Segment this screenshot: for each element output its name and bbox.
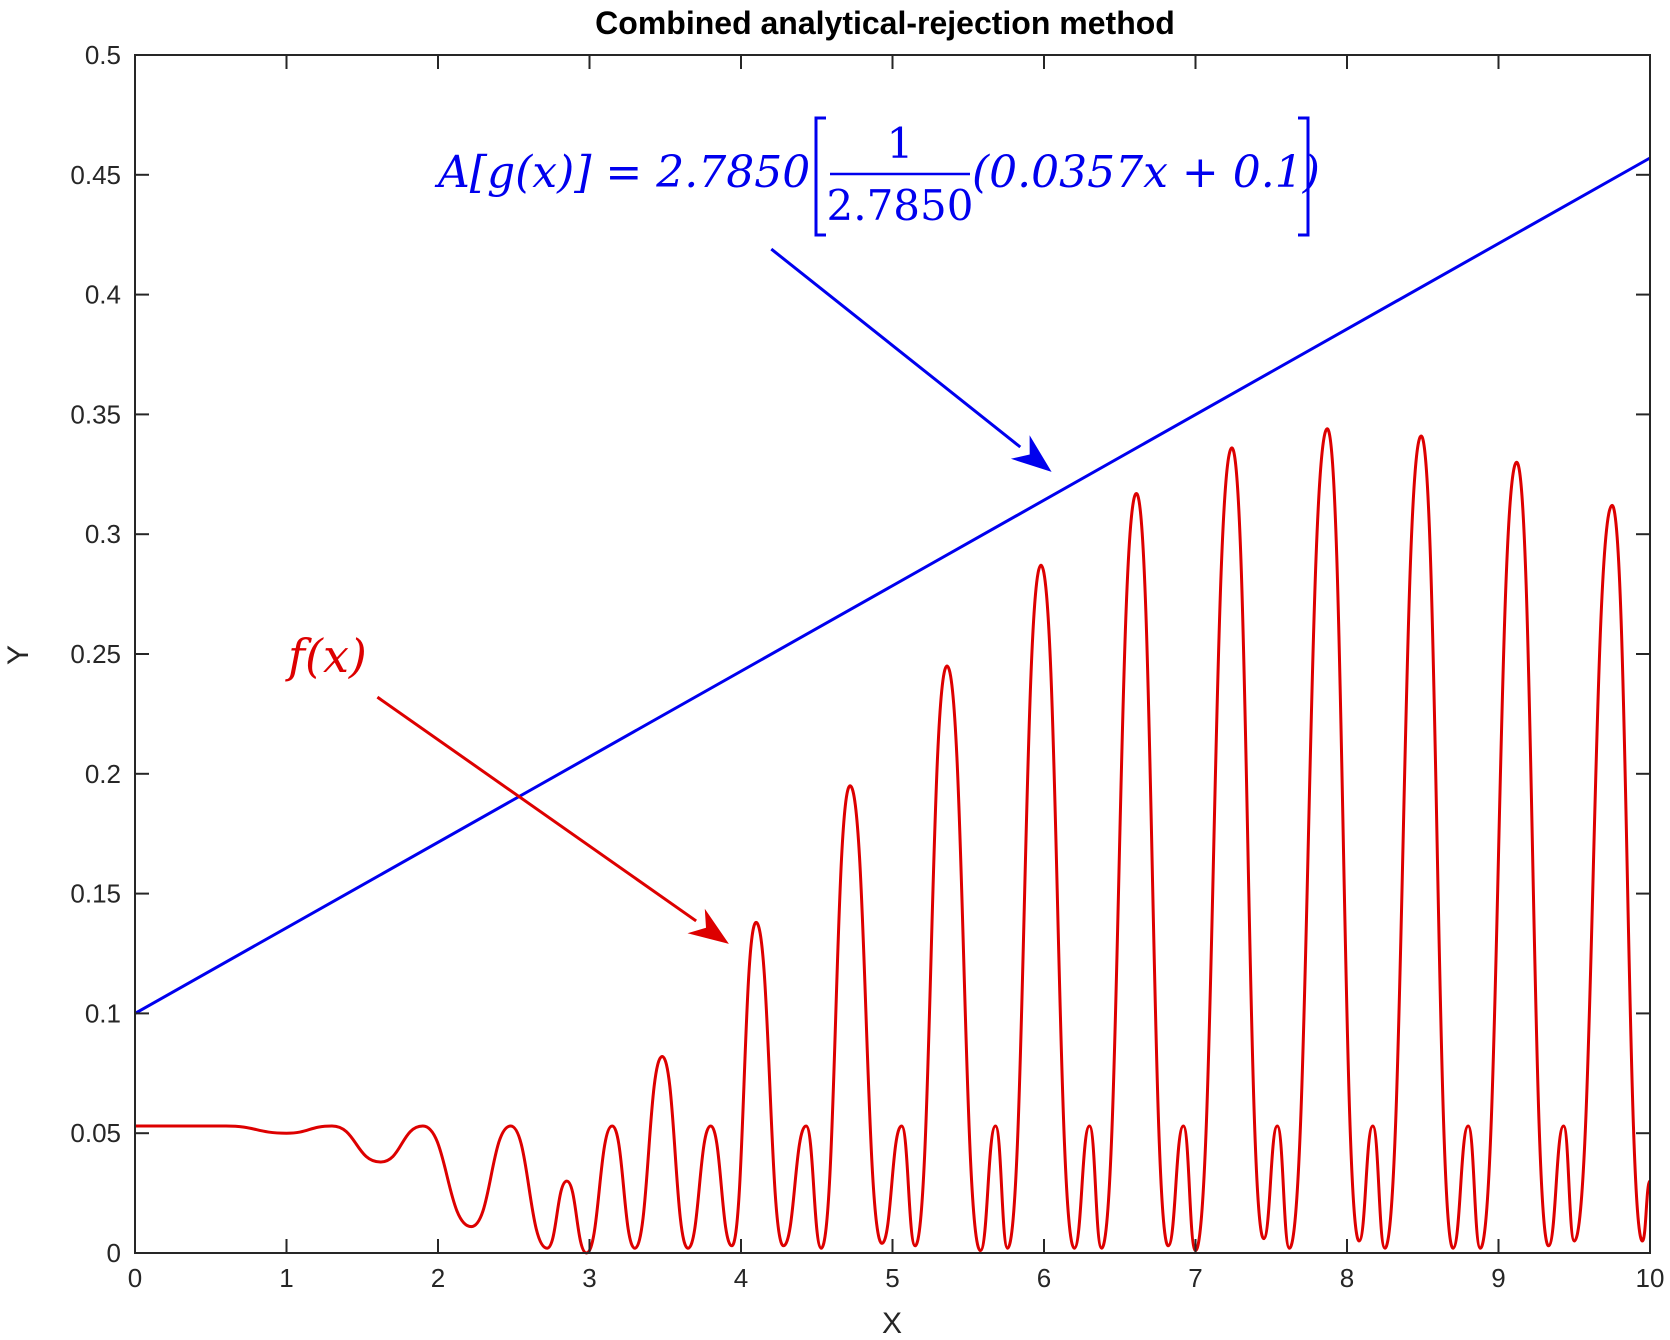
- annotations: A[g(x)] = 2.7850 1 2.7850 (0.0357x + 0.1…: [285, 116, 1320, 944]
- x-tick-label: 8: [1340, 1263, 1354, 1293]
- y-tick-label: 0.1: [85, 998, 121, 1028]
- g-annotation-arrow-head: [1010, 435, 1052, 472]
- x-tick-label: 5: [885, 1263, 899, 1293]
- y-tick-label: 0.3: [85, 519, 121, 549]
- y-tick-label: 0.2: [85, 759, 121, 789]
- y-tick-label: 0: [107, 1238, 121, 1268]
- series-layer: [134, 156, 1652, 1255]
- x-tick-label: 6: [1037, 1263, 1051, 1293]
- x-tick-label: 2: [431, 1263, 445, 1293]
- g-label-rhs: (0.0357x + 0.1): [972, 147, 1320, 198]
- series-g-line: [134, 156, 1651, 1015]
- g-label-fraction-denominator: 2.7850: [827, 181, 974, 230]
- x-tick-label: 7: [1188, 1263, 1202, 1293]
- x-tick-label: 3: [582, 1263, 596, 1293]
- g-annotation-label: A[g(x)] = 2.7850 1 2.7850 (0.0357x + 0.1…: [434, 116, 1320, 237]
- x-tick-label: 4: [734, 1263, 748, 1293]
- f-annotation-arrow-head: [687, 908, 729, 944]
- y-tick-label: 0.05: [70, 1118, 121, 1148]
- f-annotation-label: f(x): [285, 629, 367, 683]
- plot-area: 0 1 2 3 4 5 6 7 8 9 10 0 0.05 0.1 0.15 0.2 0.25 0.3 0.35 0.…: [70, 40, 1664, 1293]
- y-tick-label: 0.5: [85, 40, 121, 70]
- y-tick-label: 0.45: [70, 160, 121, 190]
- series-f-line: [134, 427, 1652, 1255]
- y-tick-label: 0.25: [70, 639, 121, 669]
- y-tick-label: 0.35: [70, 399, 121, 429]
- y-tick-label: 0.15: [70, 879, 121, 909]
- f-annotation-arrow-shaft: [376, 695, 698, 923]
- ticks-layer: 0 1 2 3 4 5 6 7 8 9 10 0 0.05 0.1 0.15 0.2 0.25 0.3 0.35 0.…: [70, 40, 1664, 1293]
- g-label-fraction-numerator: 1: [887, 119, 914, 168]
- g-label-lhs: A[g(x)] = 2.7850: [434, 147, 810, 198]
- x-tick-label: 10: [1636, 1263, 1665, 1293]
- g-label-right-bracket: [1298, 116, 1310, 237]
- g-annotation-arrow-shaft: [770, 247, 1022, 449]
- x-tick-label: 9: [1491, 1263, 1505, 1293]
- x-tick-label: 1: [279, 1263, 293, 1293]
- x-axis-title: X: [882, 1307, 902, 1340]
- x-tick-label: 0: [128, 1263, 142, 1293]
- y-axis-title: Y: [2, 645, 35, 665]
- y-tick-label: 0.4: [85, 280, 121, 310]
- chart-title: Combined analytical-rejection method: [595, 5, 1175, 41]
- g-label-left-bracket: [814, 116, 826, 237]
